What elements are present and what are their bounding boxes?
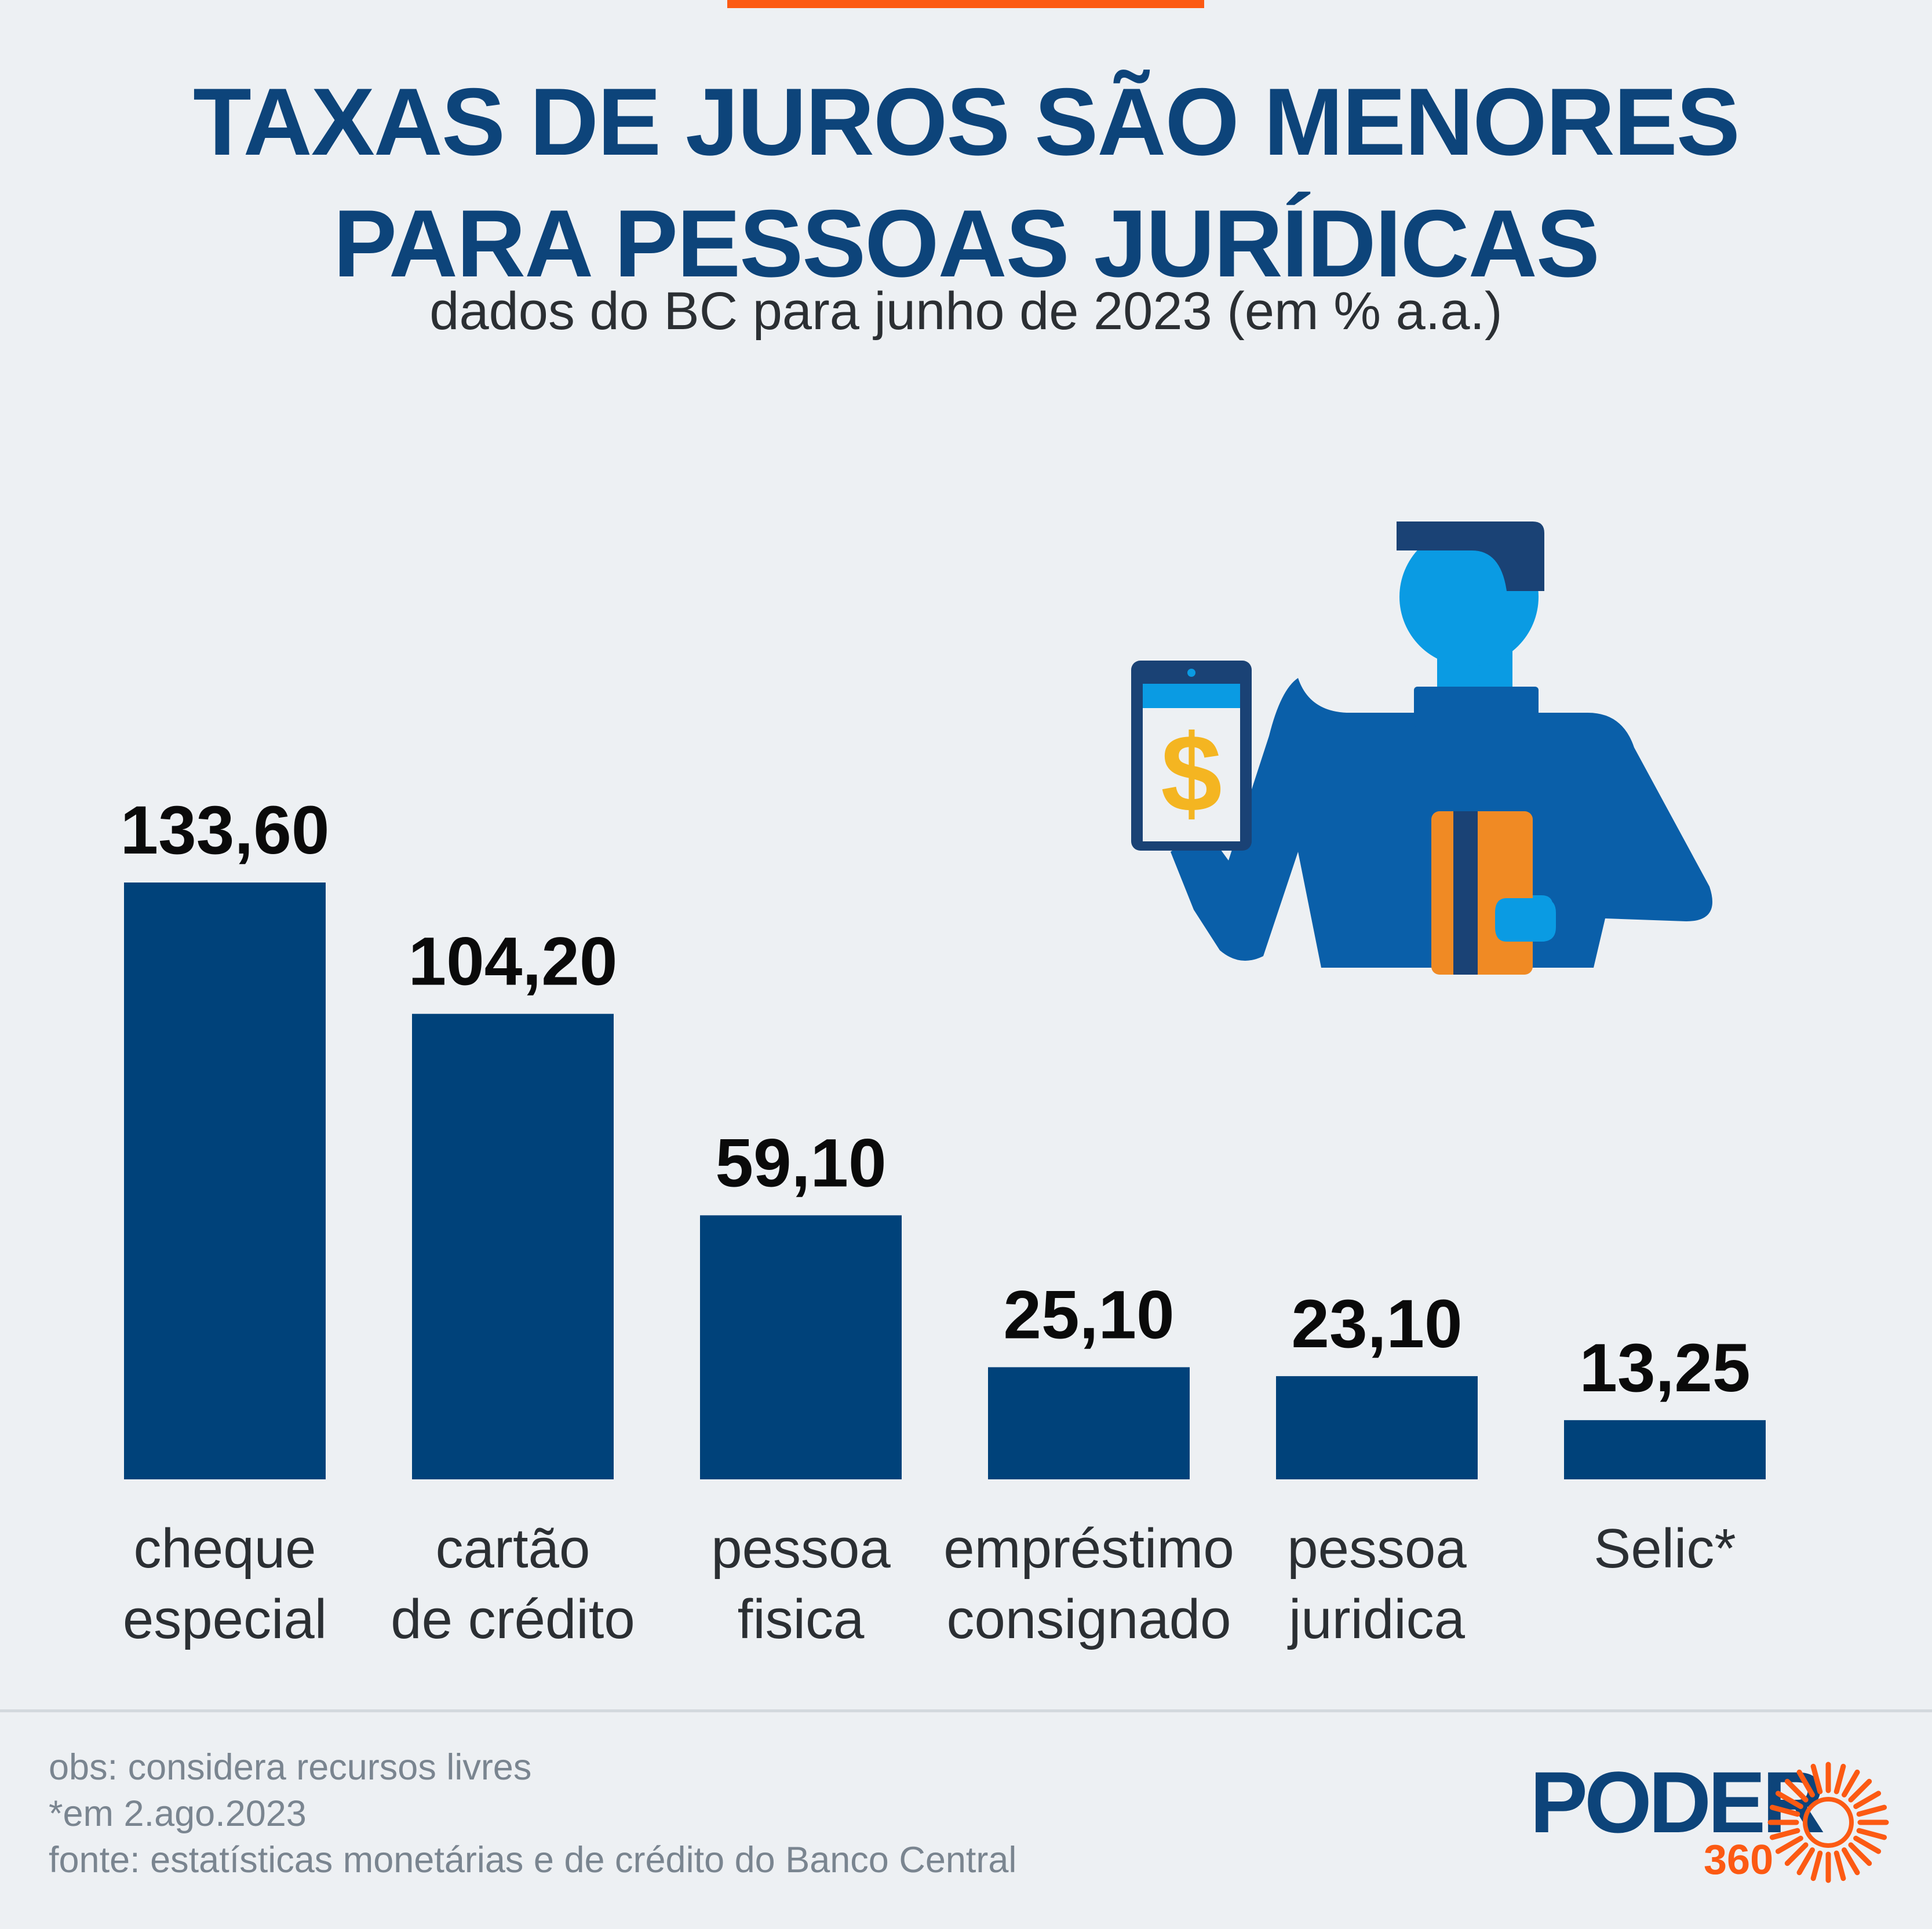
sun-ray [1784,1842,1809,1866]
value-label-1: 104,20 [409,924,618,1000]
footnotes: obs: considera recursos livres *em 2.ago… [49,1744,1016,1883]
category-label-2-line-0: pessoa [711,1518,891,1580]
sun-ray [1784,1778,1809,1803]
bar-2 [700,1215,902,1479]
bar-0 [124,883,326,1479]
sun-core [1803,1797,1854,1848]
category-label-3-line-1: consignado [946,1588,1231,1650]
tablet-screen [1143,684,1240,841]
category-label-1-line-0: cartão [436,1518,590,1580]
bar-5 [1564,1420,1766,1479]
sun-ray [1833,1763,1846,1795]
footnote-date: *em 2.ago.2023 [49,1793,307,1834]
sun-ray [1833,1850,1846,1881]
dollar-icon: $ [1161,712,1222,835]
sun-ray [1775,1836,1803,1854]
category-label-0-line-1: especial [123,1588,327,1650]
category-label-0-line-0: cheque [134,1518,316,1580]
credit-card-body [1431,811,1533,975]
sun-ray [1775,1791,1803,1809]
person-collar [1414,687,1539,727]
sun-ray [1810,1763,1823,1795]
sun-ray [1856,1828,1887,1840]
bar-4 [1276,1376,1478,1479]
bar-1 [412,1013,614,1479]
value-label-0: 133,60 [121,792,330,869]
top-accent-bar [727,0,1204,8]
sun-ray [1769,1828,1800,1840]
logo-number: 360 [1704,1837,1774,1883]
tablet-camera [1187,669,1195,677]
category-label-4-line-0: pessoa [1287,1518,1467,1580]
credit-card-stripe [1453,811,1478,975]
category-label-1-line-1: de crédito [391,1588,635,1650]
logo-word: PODER [1530,1753,1825,1851]
sun-ray [1842,1847,1860,1876]
credit-card-icon [1431,811,1533,975]
value-label-5: 13,25 [1579,1330,1750,1406]
title-line-2: PARA PESSOAS JURÍDICAS [333,190,1600,297]
sun-ray [1810,1850,1823,1881]
sun-ray [1853,1791,1882,1809]
sun-ray [1796,1847,1815,1876]
person-holding-tablet-illustration: $ [1131,522,1712,975]
sun-ray [1853,1836,1882,1854]
title-line-1: TAXAS DE JUROS SÃO MENORES [193,68,1740,175]
person-hand-front [1495,898,1556,942]
value-label-3: 25,10 [1003,1277,1174,1353]
sun-ray [1848,1778,1872,1803]
page-title: TAXAS DE JUROS SÃO MENORES PARA PESSOAS … [0,61,1932,304]
sun-ray [1769,1804,1800,1817]
category-label-4-line-1: juridica [1287,1588,1466,1650]
sun-ray [1842,1769,1860,1797]
value-label-2: 59,10 [715,1125,886,1201]
person-hair [1397,522,1544,591]
category-label-5-line-0: Selic* [1594,1518,1736,1580]
sun-ray [1848,1842,1872,1866]
poder360-logo: PODER 360 [1530,1759,1889,1886]
value-label-4: 23,10 [1291,1286,1462,1362]
sun-ray [1856,1804,1887,1817]
tablet-icon: $ [1131,661,1252,851]
sun-ray [1796,1769,1815,1797]
category-label-2-line-1: fisica [738,1588,865,1650]
bar-3 [988,1367,1190,1479]
category-label-3-line-0: empréstimo [943,1518,1234,1580]
footnote-obs: obs: considera recursos livres [49,1747,532,1788]
page-subtitle: dados do BC para junho de 2023 (em % a.a… [429,282,1503,341]
tablet-screen-header [1143,684,1240,708]
sun-icon [1767,1762,1889,1883]
footer-divider [0,1709,1932,1712]
footnote-source: fonte: estatísticas monetárias e de créd… [49,1840,1017,1880]
